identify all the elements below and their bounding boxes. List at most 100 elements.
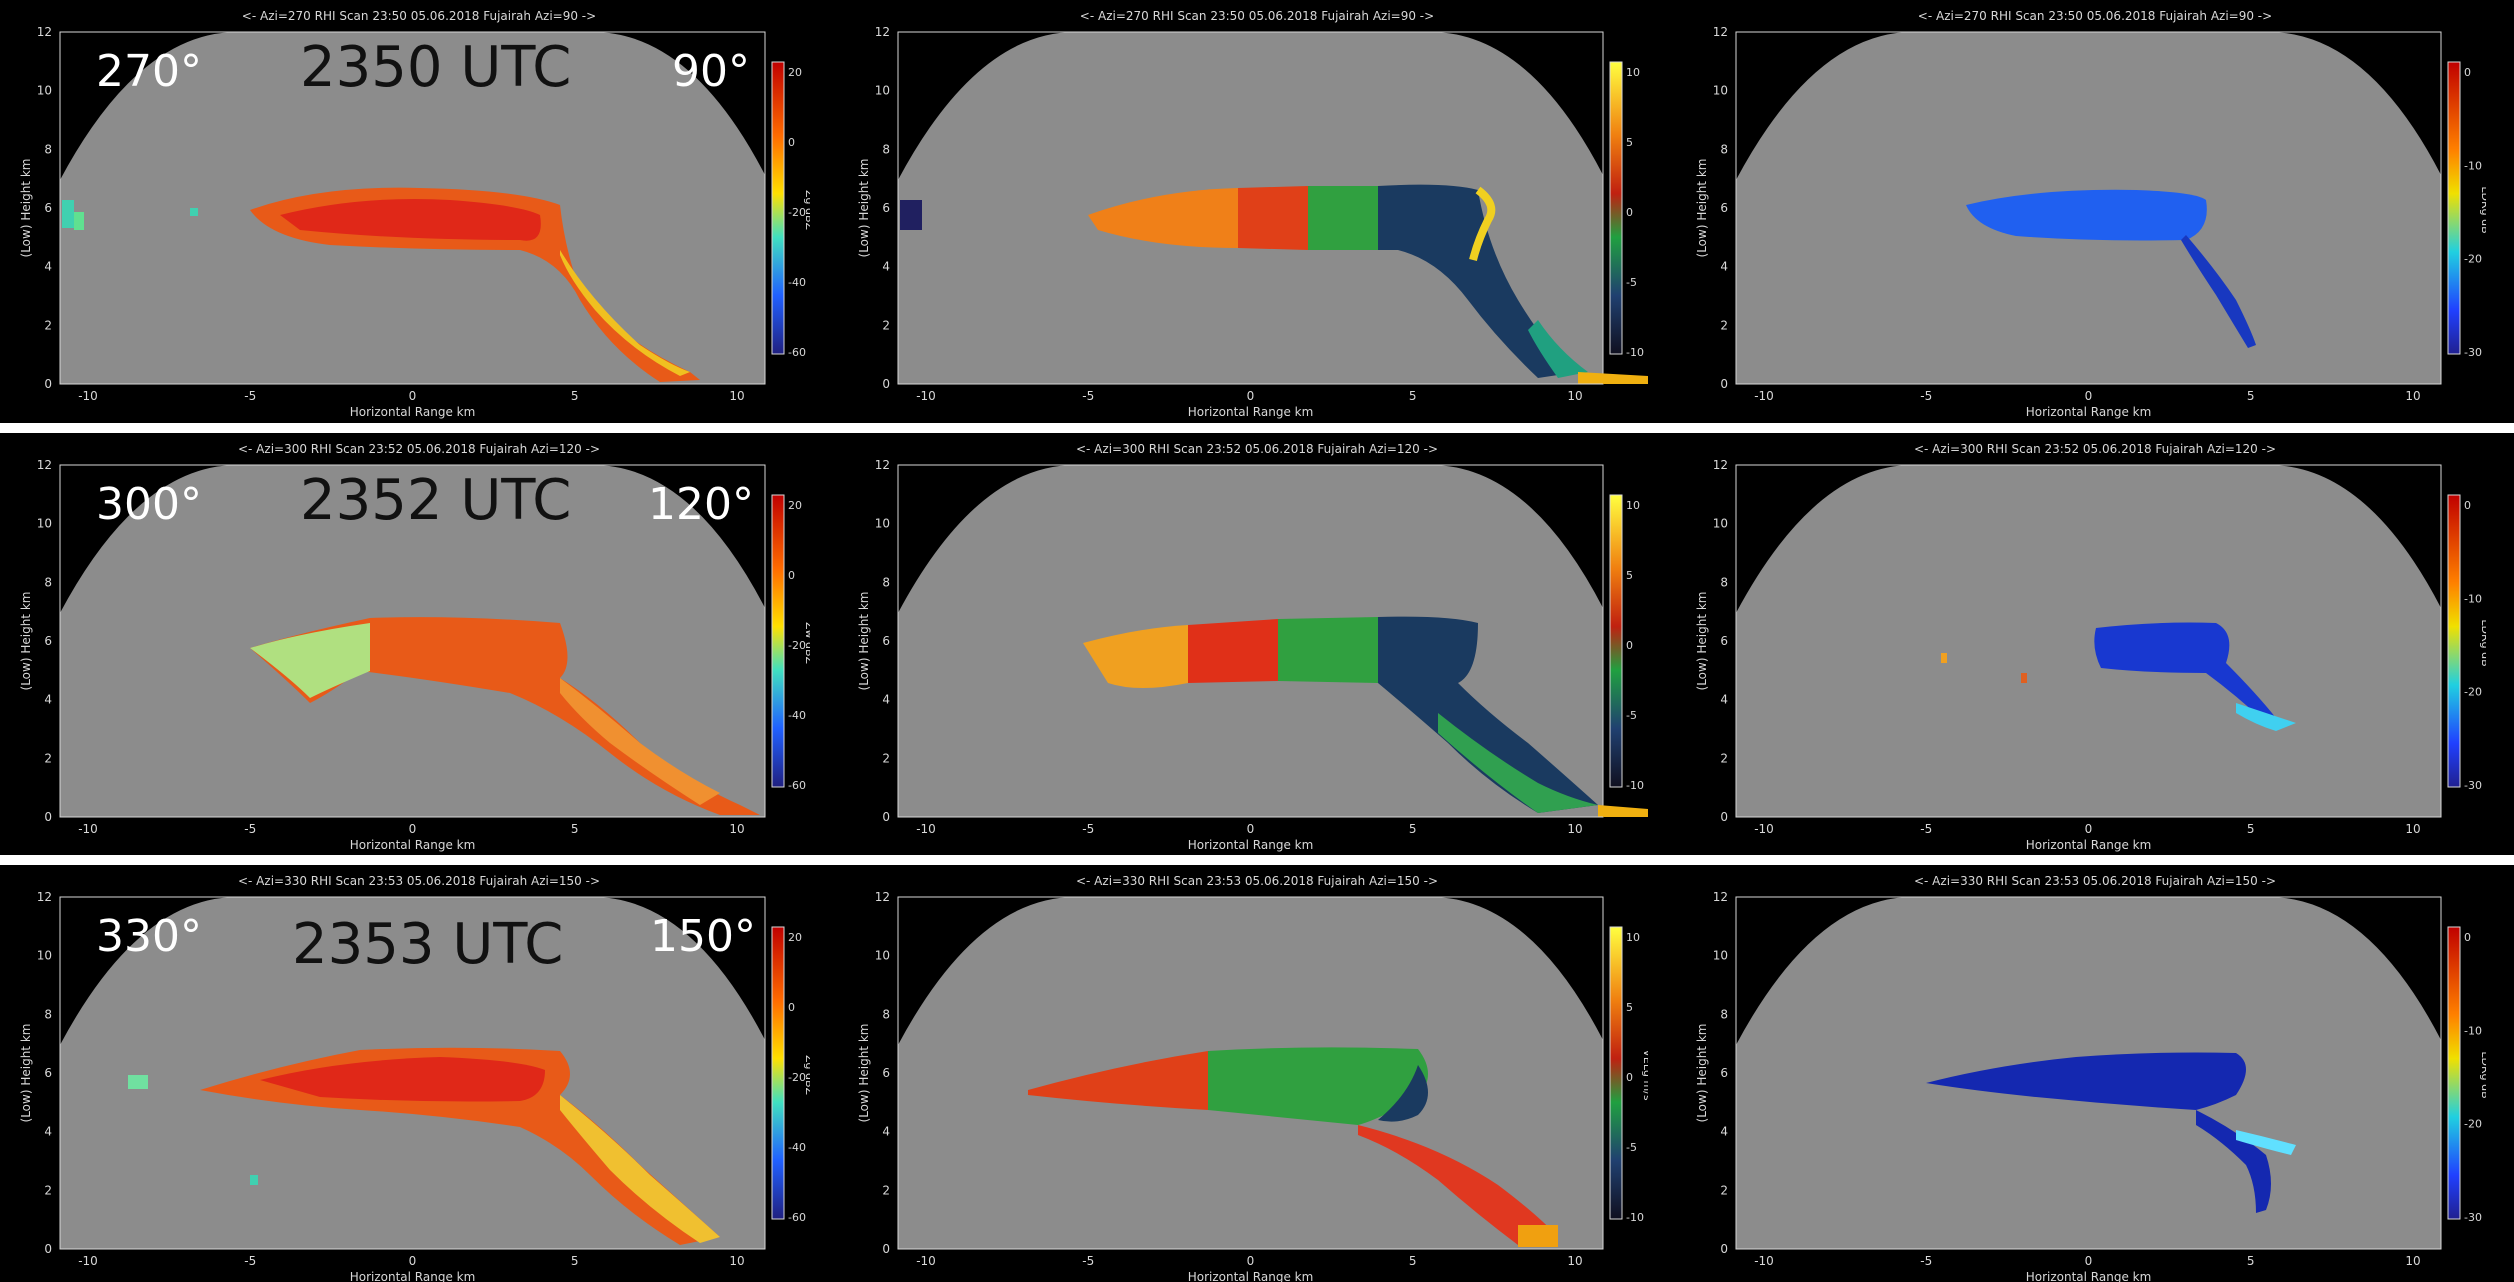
row-3-strip: <- Azi=330 RHI Scan 23:53 05.06.2018 Fuj… — [0, 865, 2514, 1282]
x-tick-label: 5 — [571, 1254, 579, 1268]
colorbar-tick-label: 0 — [2464, 66, 2471, 79]
y-tick-label: 10 — [37, 949, 52, 963]
row-2-strip: <- Azi=300 RHI Scan 23:52 05.06.2018 Fuj… — [0, 433, 2514, 855]
x-tick-label: 5 — [2247, 822, 2255, 836]
colorbar-tick-label: -10 — [2464, 592, 2482, 605]
y-tick-label: 6 — [44, 634, 52, 648]
x-tick-label: 0 — [2085, 1254, 2093, 1268]
reflectivity-plot: <- Azi=330 RHI Scan 23:53 05.06.2018 Fuj… — [19, 874, 766, 1282]
y-axis-label: (Low) Height km — [1695, 1024, 1709, 1123]
x-tick-label: -10 — [1754, 822, 1774, 836]
x-tick-label: -5 — [1082, 389, 1094, 403]
colorbar-tick-label: -20 — [2464, 686, 2482, 699]
plot-header: <- Azi=270 RHI Scan 23:50 05.06.2018 Fuj… — [1918, 9, 2272, 23]
y-tick-label: 8 — [1720, 142, 1728, 156]
x-tick-label: -5 — [244, 822, 256, 836]
colorbar-tick-label: 0 — [1626, 1071, 1633, 1084]
colorbar-tick-label: 0 — [1626, 639, 1633, 652]
x-tick-label: 5 — [1409, 822, 1417, 836]
x-tick-label: -10 — [916, 389, 936, 403]
y-tick-label: 12 — [37, 458, 52, 472]
x-tick-label: 0 — [1247, 1254, 1255, 1268]
x-tick-label: 5 — [2247, 1254, 2255, 1268]
colorbar-tick-label: -30 — [2464, 779, 2482, 792]
x-tick-label: 10 — [729, 389, 744, 403]
colorbar-tick-label: -10 — [1626, 1211, 1644, 1224]
velocity-colorbar: 10 5 0 -5 -10 — [1609, 61, 1644, 359]
plot-header: <- Azi=330 RHI Scan 23:53 05.06.2018 Fuj… — [1076, 874, 1438, 888]
right-azimuth-label: 120° — [648, 479, 754, 530]
reflectivity-colorbar: 20 0 -20 -40 -60 Zw dBZ — [771, 494, 810, 792]
reflectivity-plot: <- Azi=300 RHI Scan 23:52 05.06.2018 Fuj… — [19, 442, 766, 852]
y-tick-label: 0 — [1720, 810, 1728, 824]
colorbar-tick-label: -40 — [788, 276, 806, 289]
y-tick-label: 6 — [882, 201, 890, 215]
colorbar-tick-label: 5 — [1626, 1001, 1633, 1014]
y-tick-label: 12 — [1713, 25, 1728, 39]
x-tick-label: 0 — [409, 389, 417, 403]
y-tick-label: 12 — [875, 25, 890, 39]
x-tick-label: 5 — [1409, 1254, 1417, 1268]
x-tick-label: 10 — [2405, 1254, 2420, 1268]
y-axis-label: (Low) Height km — [857, 1024, 871, 1123]
x-tick-label: 10 — [1567, 822, 1582, 836]
x-tick-label: 0 — [2085, 389, 2093, 403]
y-axis-label: (Low) Height km — [19, 1024, 33, 1123]
y-tick-label: 10 — [875, 517, 890, 531]
y-tick-label: 2 — [882, 1183, 890, 1197]
y-tick-label: 4 — [882, 1125, 890, 1139]
ldr-colorbar: 0 -10 -20 -30 LDRg dB — [2447, 494, 2486, 792]
x-tick-label: 0 — [409, 822, 417, 836]
left-azimuth-label: 270° — [96, 46, 202, 97]
x-tick-label: -10 — [1754, 389, 1774, 403]
y-tick-label: 2 — [1720, 1183, 1728, 1197]
y-tick-label: 0 — [1720, 377, 1728, 391]
colorbar-label: VELg m/s — [1641, 1049, 1648, 1101]
y-tick-label: 0 — [882, 377, 890, 391]
colorbar-tick-label: -20 — [2464, 1118, 2482, 1131]
y-tick-label: 6 — [882, 634, 890, 648]
x-tick-label: -10 — [78, 1254, 98, 1268]
x-tick-label: 10 — [2405, 822, 2420, 836]
x-tick-label: -10 — [78, 389, 98, 403]
colorbar-tick-label: 0 — [788, 1001, 795, 1014]
y-tick-label: 4 — [882, 693, 890, 707]
colorbar-tick-label: 10 — [1626, 499, 1640, 512]
ldr-plot: <- Azi=270 RHI Scan 23:50 05.06.2018 Fuj… — [1695, 9, 2442, 419]
y-tick-label: 4 — [1720, 1125, 1728, 1139]
colorbar-tick-label: 10 — [1626, 66, 1640, 79]
y-axis-label: (Low) Height km — [19, 159, 33, 258]
colorbar-tick-label: -20 — [2464, 253, 2482, 266]
y-tick-label: 8 — [44, 142, 52, 156]
reflectivity-colorbar: 20 0 -20 -40 -60 Zg dBZ — [771, 61, 810, 359]
colorbar-tick-label: -5 — [1626, 709, 1637, 722]
y-tick-label: 10 — [1713, 949, 1728, 963]
colorbar-label: Zw dBZ — [803, 622, 810, 665]
y-tick-label: 2 — [44, 751, 52, 765]
row-3-ldr-panel: <- Azi=330 RHI Scan 23:53 05.06.2018 Fuj… — [1676, 865, 2514, 1282]
colorbar-label: LDRg dB — [2479, 1051, 2486, 1098]
x-axis-label: Horizontal Range km — [1188, 838, 1314, 852]
y-tick-label: 10 — [1713, 84, 1728, 98]
y-tick-label: 2 — [44, 318, 52, 332]
velocity-plot: <- Azi=270 RHI Scan 23:50 05.06.2018 Fuj… — [857, 9, 1648, 419]
colorbar-tick-label: -10 — [2464, 1024, 2482, 1037]
y-tick-label: 12 — [875, 458, 890, 472]
y-axis-label: (Low) Height km — [1695, 592, 1709, 691]
x-tick-label: 10 — [729, 1254, 744, 1268]
x-tick-label: 10 — [2405, 389, 2420, 403]
y-tick-label: 2 — [1720, 751, 1728, 765]
colorbar-tick-label: -20 — [788, 206, 806, 219]
y-tick-label: 6 — [1720, 1066, 1728, 1080]
x-tick-label: -5 — [244, 389, 256, 403]
row-1-ldr-panel: <- Azi=270 RHI Scan 23:50 05.06.2018 Fuj… — [1676, 0, 2514, 423]
left-azimuth-label: 330° — [96, 911, 202, 962]
x-tick-label: -10 — [916, 1254, 936, 1268]
colorbar-tick-label: -10 — [1626, 779, 1644, 792]
y-tick-label: 10 — [875, 949, 890, 963]
x-tick-label: -10 — [916, 822, 936, 836]
y-tick-label: 6 — [1720, 201, 1728, 215]
colorbar-tick-label: 20 — [788, 499, 802, 512]
x-tick-label: 10 — [1567, 1254, 1582, 1268]
y-axis-label: (Low) Height km — [857, 159, 871, 258]
